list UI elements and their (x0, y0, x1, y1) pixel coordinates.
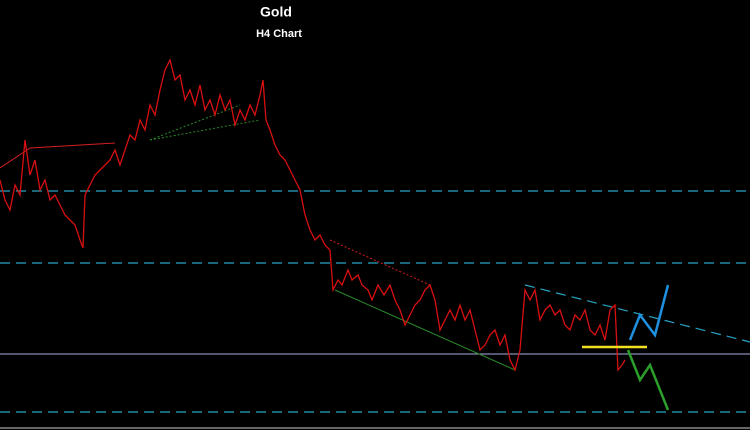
trendline (149, 119, 261, 141)
projection-up (628, 284, 670, 341)
trendline (524, 284, 750, 343)
projection-down (626, 349, 670, 411)
chart-title: Gold (260, 4, 292, 20)
trendline (0, 142, 116, 169)
price-line (0, 58, 626, 372)
trendline (334, 289, 516, 371)
chart-subtitle: H4 Chart (256, 28, 302, 40)
